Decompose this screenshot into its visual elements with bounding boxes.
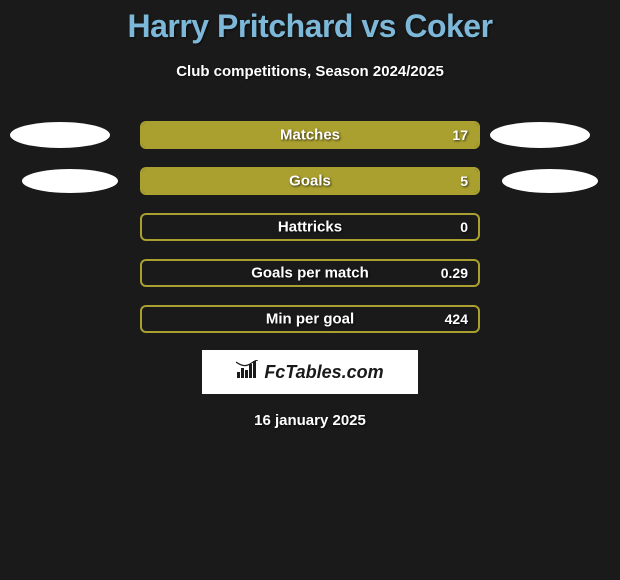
left-oval: [10, 122, 110, 148]
stat-row: Min per goal424: [0, 296, 620, 342]
stat-label: Hattricks: [142, 219, 478, 236]
stat-label: Goals: [142, 173, 478, 190]
right-oval: [502, 169, 598, 193]
stat-value: 424: [445, 311, 468, 327]
logo-box: FcTables.com: [202, 350, 418, 394]
snapshot-date: 16 january 2025: [0, 412, 620, 429]
comparison-chart: Matches17 Goals5 Hattricks0 Goals per match…: [0, 112, 620, 342]
stat-value: 0: [460, 219, 468, 235]
logo-text: FcTables.com: [264, 362, 383, 383]
bar-track: Goals5: [140, 167, 480, 195]
stat-row: Goals per match0.29: [0, 250, 620, 296]
bar-track: Min per goal424: [140, 305, 480, 333]
bar-track: Hattricks0: [140, 213, 480, 241]
stat-label: Matches: [142, 127, 478, 144]
bar-chart-icon: [236, 360, 260, 385]
bar-track: Goals per match0.29: [140, 259, 480, 287]
left-oval: [22, 169, 118, 193]
stat-value: 5: [460, 173, 468, 189]
stat-row: Matches17: [0, 112, 620, 158]
page-subtitle: Club competitions, Season 2024/2025: [0, 63, 620, 80]
bar-track: Matches17: [140, 121, 480, 149]
stat-label: Goals per match: [142, 265, 478, 282]
page-title: Harry Pritchard vs Coker: [0, 0, 620, 45]
stat-label: Min per goal: [142, 311, 478, 328]
stat-row: Hattricks0: [0, 204, 620, 250]
stat-row: Goals5: [0, 158, 620, 204]
stat-value: 17: [452, 127, 468, 143]
stat-value: 0.29: [441, 265, 468, 281]
right-oval: [490, 122, 590, 148]
